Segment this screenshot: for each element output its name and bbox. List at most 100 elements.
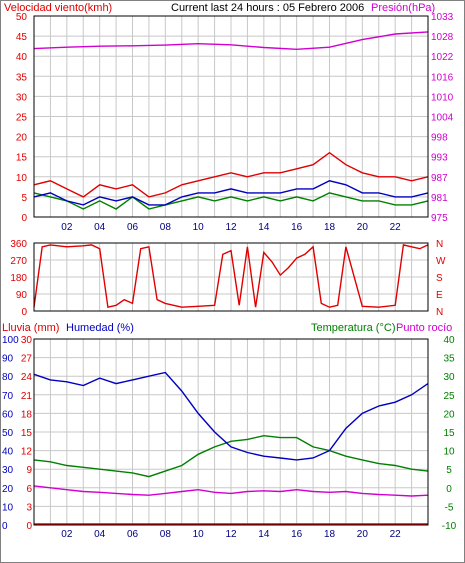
wind-y-tick-label: 15	[16, 153, 28, 164]
temperature-axis-label: Temperatura (°C)	[311, 322, 395, 334]
rain-y-tick-label: 27	[21, 354, 33, 365]
wind-y-tick-label: 25	[16, 113, 28, 124]
direction-line	[33, 244, 429, 309]
x-tick-label-18: 18	[324, 529, 336, 540]
wind-y-tick-label: 40	[16, 52, 28, 63]
rain-y-tick-label: 12	[21, 447, 33, 458]
rain-y-tick-label: 24	[21, 372, 33, 383]
x-tick-label-20: 20	[357, 222, 369, 233]
x-tick-label-08: 08	[160, 529, 172, 540]
direction-panel-frame	[33, 242, 429, 312]
direction-y-tick-label: 180	[10, 273, 27, 284]
humidity-y-tick-label: 10	[2, 502, 14, 513]
pressure-y-tick-label: 1033	[431, 12, 454, 23]
humidity-y-tick-label: 20	[2, 484, 14, 495]
rain-y-tick-label: 18	[21, 409, 33, 420]
humidity-axis-label: Humedad (%)	[66, 322, 134, 334]
rain-y-tick-label: 15	[21, 428, 33, 439]
pressure-y-tick-label: 981	[431, 193, 448, 204]
x-tick-label-12: 12	[225, 529, 237, 540]
rain-y-tick-label: 6	[26, 484, 32, 495]
direction-y-tick-label: 0	[21, 307, 27, 318]
wind-y-tick-label: 30	[16, 92, 28, 103]
temperature-y-tick-label: -5	[445, 502, 454, 513]
wind-y-tick-label: 20	[16, 133, 28, 144]
humidity-y-tick-label: 100	[2, 335, 19, 346]
wind-pressure-panel: 5045403530252015105010331028102210161010…	[16, 12, 454, 233]
pressure-line	[33, 31, 429, 51]
humidity-y-tick-label: 0	[2, 521, 8, 532]
gust-line	[33, 151, 429, 198]
x-tick-label-10: 10	[193, 222, 205, 233]
pressure-axis-label: Presión(hPa)	[371, 2, 435, 14]
wind-y-tick-label: 50	[16, 12, 28, 23]
rain-y-tick-label: 9	[26, 465, 32, 476]
x-tick-label-18: 18	[324, 222, 336, 233]
x-tick-label-02: 02	[61, 529, 73, 540]
x-tick-label-04: 04	[94, 529, 106, 540]
wind-y-tick-label: 45	[16, 32, 28, 43]
temperature-y-tick-label: 5	[446, 465, 452, 476]
wind-y-tick-label: 0	[21, 213, 27, 224]
x-tick-label-16: 16	[291, 529, 303, 540]
direction-y-tick-label: 270	[10, 256, 27, 267]
pressure-y-tick-label: 975	[431, 213, 448, 224]
temperature-y-tick-label: 10	[443, 447, 455, 458]
compass-tick-label: N	[436, 239, 443, 250]
humidity-y-tick-label: 40	[2, 447, 14, 458]
humidity-y-tick-label: 90	[2, 354, 14, 365]
direction-y-tick-label: 90	[16, 290, 28, 301]
temperature-y-tick-label: 30	[443, 372, 455, 383]
humidity-y-tick-label: 70	[2, 391, 14, 402]
compass-tick-label: E	[436, 290, 443, 301]
direction-y-tick-label: 360	[10, 239, 27, 250]
pressure-y-tick-label: 993	[431, 153, 448, 164]
compass-tick-label: N	[436, 307, 443, 318]
x-tick-label-20: 20	[357, 529, 369, 540]
x-tick-label-22: 22	[390, 529, 402, 540]
x-tick-label-10: 10	[193, 529, 205, 540]
wind-y-tick-label: 10	[16, 173, 28, 184]
pressure-y-tick-label: 1028	[431, 32, 454, 43]
temperature-y-tick-label: -10	[442, 521, 457, 532]
rain-y-tick-label: 3	[26, 502, 32, 513]
pressure-y-tick-label: 1004	[431, 113, 454, 124]
humidity-line	[33, 371, 429, 461]
temperature-y-tick-label: 0	[446, 484, 452, 495]
humidity-temperature-panel: 3027242118151296301009080706050403020100…	[2, 335, 457, 540]
rain-axis-label: Lluvia (mm)	[2, 322, 59, 334]
wind-panel-frame	[33, 15, 429, 218]
wind-y-tick-label: 5	[21, 193, 27, 204]
dew-point-axis-label: Punto rocío	[396, 322, 452, 334]
rain-y-tick-label: 30	[21, 335, 33, 346]
x-tick-label-14: 14	[258, 529, 270, 540]
pressure-y-tick-label: 987	[431, 173, 448, 184]
wind-average-line	[33, 180, 429, 206]
x-tick-label-08: 08	[160, 222, 172, 233]
x-tick-label-14: 14	[258, 222, 270, 233]
compass-tick-label: S	[436, 273, 443, 284]
x-tick-label-22: 22	[390, 222, 402, 233]
pressure-y-tick-label: 1022	[431, 52, 454, 63]
x-tick-label-06: 06	[127, 222, 139, 233]
wind-speed-axis-label: Velocidad viento(kmh)	[4, 2, 112, 14]
chart-title: Current last 24 hours : 05 Febrero 2006	[171, 2, 364, 14]
humidity-panel-frame	[33, 338, 429, 526]
temperature-y-tick-label: 25	[443, 391, 455, 402]
temperature-y-tick-label: 20	[443, 409, 455, 420]
wind-green-line	[33, 192, 429, 210]
humidity-y-tick-label: 30	[2, 465, 14, 476]
x-tick-label-16: 16	[291, 222, 303, 233]
humidity-y-tick-label: 80	[2, 372, 14, 383]
pressure-y-tick-label: 1016	[431, 72, 454, 83]
x-tick-label-04: 04	[94, 222, 106, 233]
temperature-y-tick-label: 40	[443, 335, 455, 346]
humidity-y-tick-label: 50	[2, 428, 14, 439]
pressure-y-tick-label: 1010	[431, 92, 454, 103]
rain-y-tick-label: 0	[26, 521, 32, 532]
x-tick-label-12: 12	[225, 222, 237, 233]
temperature-y-tick-label: 35	[443, 354, 455, 365]
dew-point-line	[33, 485, 429, 497]
